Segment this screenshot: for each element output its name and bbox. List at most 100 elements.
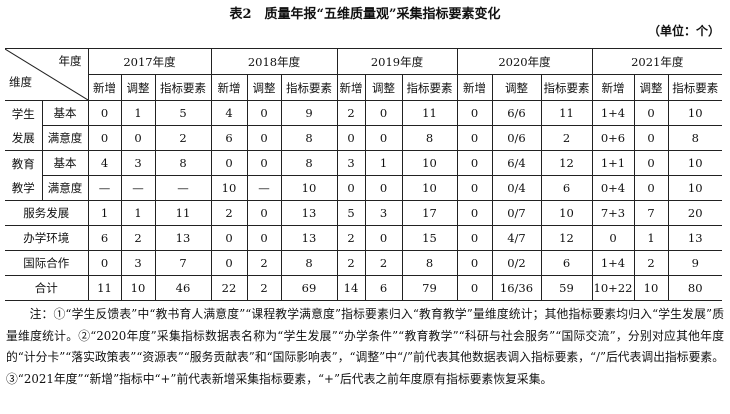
table-row: 办学环境 6 2 13 0 0 13 2 0 15 0 4/7 12 0 1 13	[5, 225, 722, 251]
table-cell: 0	[364, 125, 403, 151]
table-cell: —	[120, 175, 156, 201]
table-cell: 8	[667, 125, 722, 151]
table-cell: 10	[120, 275, 156, 301]
data-table: 年度 维度 2017年度 2018年度 2019年度 2020年度 2021年度 新增 调整 指标…	[5, 48, 722, 301]
table-cell: 0	[120, 125, 156, 151]
table-cell: 0/7	[491, 200, 542, 226]
table-cell: 2	[154, 125, 212, 151]
table-cell: 10	[633, 275, 669, 301]
sub-header: 调整	[246, 74, 282, 101]
sub-header: 调整	[633, 74, 669, 101]
table-cell: 0	[456, 125, 493, 151]
table-cell: 0	[633, 175, 669, 201]
table-row: 服务发展 1 1 11 2 0 13 5 3 17 0 0/7 10 7+3 7 20	[5, 200, 722, 226]
group-label: 学生 发展	[5, 100, 43, 151]
table-cell: 0	[87, 125, 122, 151]
table-cell: 13	[154, 225, 212, 251]
table-cell: 0	[456, 100, 493, 126]
diagonal-line	[5, 49, 88, 100]
year-header: 2020年度	[456, 48, 593, 75]
table-cell: 2	[336, 250, 366, 276]
table-cell: 0	[210, 250, 248, 276]
table-cell: 2	[120, 225, 156, 251]
table-cell: 1	[364, 150, 403, 176]
table-cell: 1+1	[591, 150, 635, 176]
table-cell: 6/6	[491, 100, 542, 126]
sub-header: 新增	[210, 74, 248, 101]
table-cell: 0	[364, 100, 403, 126]
table-cell: 0/2	[491, 250, 542, 276]
sub-header: 调整	[120, 74, 156, 101]
row-label: 国际合作	[5, 250, 89, 276]
row-label: 基本	[41, 100, 89, 126]
table-cell: 12	[540, 150, 593, 176]
table-cell: 10+22	[591, 275, 635, 301]
table-cell: 0	[633, 100, 669, 126]
corner-cell: 年度 维度	[5, 48, 89, 101]
table-cell: 0	[87, 100, 122, 126]
table-cell: 0	[591, 225, 635, 251]
table-cell: 9	[667, 250, 722, 276]
table-cell: 6	[87, 225, 122, 251]
table-cell: 9	[280, 100, 338, 126]
table-cell: 0/6	[491, 125, 542, 151]
table-row: 教育 教学 基本 4 3 8 0 0 8 3 1 10 0 6/4 12 1+1 0 10	[5, 150, 722, 201]
table-cell: 7	[154, 250, 212, 276]
table-cell: 2	[246, 250, 282, 276]
sub-header: 指标要素	[667, 74, 722, 101]
year-header: 2021年度	[591, 48, 722, 75]
row-label: 服务发展	[5, 200, 89, 226]
group-label: 教育 教学	[5, 150, 43, 201]
table-cell: 15	[401, 225, 458, 251]
corner-dimension-label: 维度	[9, 75, 32, 89]
table-cell: 0	[87, 250, 122, 276]
table-cell: 0	[246, 100, 282, 126]
sub-header: 指标要素	[540, 74, 593, 101]
sub-header: 调整	[491, 74, 542, 101]
table-cell: 10	[540, 200, 593, 226]
row-label: 满意度	[42, 175, 89, 201]
table-cell: —	[87, 175, 122, 201]
table-cell: 16/36	[491, 275, 542, 301]
table-title: 表2 质量年报“五维质量观”采集指标要素变化	[229, 7, 501, 22]
table-cell: 80	[667, 275, 722, 301]
row-label: 基本	[41, 150, 89, 176]
sub-header: 新增	[591, 74, 635, 101]
year-header: 2017年度	[87, 48, 212, 75]
table-cell: 3	[120, 150, 156, 176]
sub-header: 指标要素	[401, 74, 458, 101]
unit-label: （单位：个）	[647, 24, 720, 38]
row-label: 满意度	[42, 125, 89, 151]
table-cell: 0	[456, 225, 493, 251]
table-cell: 4	[87, 150, 122, 176]
table-cell: 0	[246, 125, 282, 151]
row-label: 办学环境	[5, 225, 89, 251]
sub-header: 指标要素	[280, 74, 338, 101]
table-cell: 13	[667, 225, 722, 251]
table-cell: 12	[540, 225, 593, 251]
table-cell: 8	[280, 150, 338, 176]
table-cell: 6/4	[491, 150, 542, 176]
table-cell: 59	[540, 275, 593, 301]
table-cell: 11	[540, 100, 593, 126]
sub-header: 调整	[364, 74, 403, 101]
table-cell: 0	[210, 225, 248, 251]
table-cell: 0	[456, 200, 493, 226]
table-cell: 10	[401, 150, 458, 176]
table-cell: 8	[154, 150, 212, 176]
table-cell: 17	[401, 200, 458, 226]
table-cell: 1	[87, 200, 122, 226]
table-cell: 0	[456, 150, 493, 176]
table-cell: 8	[280, 125, 338, 151]
table-cell: —	[246, 175, 282, 201]
table-cell: 4/7	[491, 225, 542, 251]
table-cell: 0	[364, 175, 403, 201]
table-cell: 0	[633, 150, 669, 176]
header-row-sub: 新增 调整 指标要素 新增 调整 指标要素 新增 调整 指标要素 新增 调整 指标要素 新增 调整 指标要素	[5, 74, 722, 101]
year-header: 2019年度	[336, 48, 458, 75]
sub-header: 新增	[336, 74, 366, 101]
table-cell: 10	[280, 175, 338, 201]
table-cell: 0+6	[591, 125, 635, 151]
table-cell: 4	[210, 100, 248, 126]
table-cell: 0	[336, 175, 366, 201]
